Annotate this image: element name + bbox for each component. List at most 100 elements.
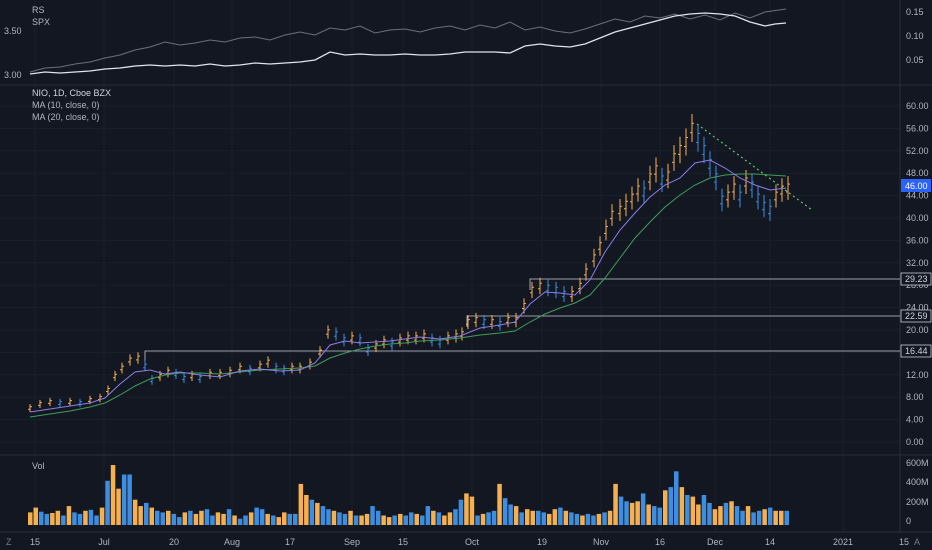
price-tick: 8.00 [906, 392, 924, 402]
time-tick: 20 [169, 537, 179, 547]
volume-bar [447, 512, 453, 525]
volume-bar [745, 506, 751, 525]
main-pane[interactable]: NIO, 1D, Cboe BZX MA (10, close, 0) MA (… [28, 88, 932, 447]
ma10-legend[interactable]: MA (10, close, 0) [32, 100, 100, 110]
volume-bar [420, 515, 425, 525]
level-line-29[interactable] [529, 278, 900, 290]
rs-right-tick: 0.15 [906, 7, 924, 17]
volume-bar [723, 502, 729, 525]
time-tick: Jul [98, 537, 110, 547]
volume-bar [558, 507, 563, 525]
time-tick: 17 [285, 537, 295, 547]
rs-legend-label[interactable]: RS [32, 5, 45, 15]
volume-bar [624, 501, 629, 525]
price-tick: 44.00 [906, 191, 929, 201]
volume-bar [39, 511, 44, 525]
volume-bar [657, 507, 662, 525]
volume-bar [265, 513, 270, 525]
price-tick: 48.00 [906, 168, 929, 178]
volume-bar [342, 513, 348, 525]
volume-bar [431, 510, 436, 525]
volume-bar [66, 506, 72, 525]
volume-bar [386, 517, 392, 525]
volume-bar [72, 512, 77, 525]
level-label-box [900, 309, 932, 323]
ma20-legend[interactable]: MA (20, close, 0) [32, 112, 100, 122]
level-label[interactable]: 22.59 [900, 309, 932, 323]
volume-bar [298, 483, 304, 525]
time-axis[interactable]: 15 Jul 20 Aug 17 Sep 15 Oct 19 Nov 16 Dec 14 2021 15 [30, 537, 909, 547]
level-label[interactable]: 16.44 [900, 344, 932, 358]
volume-bar [282, 512, 287, 525]
volume-legend[interactable]: Vol [32, 461, 45, 471]
level-label-text: 22.59 [905, 311, 928, 321]
volume-bar [237, 518, 243, 525]
rs-pane[interactable]: RS SPX 3.50 3.00 0.15 0.10 0.05 [4, 5, 924, 80]
time-tick: 14 [765, 537, 775, 547]
volume-bar [784, 510, 789, 525]
price-tick: 12.00 [906, 370, 929, 380]
spx-legend-label[interactable]: SPX [32, 17, 50, 27]
volume-bar [762, 509, 767, 525]
auto-scale-button[interactable]: A [914, 537, 920, 547]
volume-bar [254, 507, 259, 525]
time-tick: 2021 [833, 537, 853, 547]
volume-bar [144, 502, 149, 525]
volume-bar [701, 495, 707, 525]
level-label-text: 16.44 [905, 346, 928, 356]
volume-bar [536, 510, 541, 525]
volume-bar [519, 512, 524, 525]
volume-bar [287, 513, 292, 525]
price-tick: 60.00 [906, 101, 929, 111]
level-label-text: 29.23 [905, 274, 928, 284]
price-tick: 32.00 [906, 258, 929, 268]
time-tick: 15 [398, 537, 408, 547]
volume-bar [259, 509, 265, 525]
volume-bar [585, 513, 591, 525]
volume-bar [668, 487, 673, 525]
volume-bar [370, 506, 375, 525]
zoom-button[interactable]: Z [6, 537, 12, 547]
volume-bar [28, 512, 33, 525]
level-label[interactable]: 29.23 [900, 272, 932, 286]
volume-bar [248, 512, 254, 525]
spx-line [29, 8, 787, 73]
volume-bar [88, 509, 94, 525]
volume-bar [563, 510, 569, 525]
volume-bar [508, 504, 513, 525]
rs-right-tick: 0.05 [906, 55, 924, 65]
volume-bar [751, 512, 756, 525]
volume-bar [193, 513, 199, 525]
ma20-line [29, 173, 787, 418]
volume-bar [132, 499, 138, 525]
current-price-badge[interactable]: 46.00 [901, 179, 931, 192]
symbol-legend[interactable]: NIO, 1D, Cboe BZX [32, 88, 111, 98]
volume-bar [331, 510, 337, 525]
volume-bar [271, 515, 276, 525]
volume-bar [83, 510, 88, 525]
level-line-22[interactable] [466, 315, 900, 327]
volume-bar [105, 480, 110, 525]
price-tick: 40.00 [906, 213, 929, 223]
volume-bar [502, 498, 508, 525]
volume-bar [491, 510, 497, 525]
horizontal-levels [144, 278, 900, 363]
volume-bar [392, 515, 397, 525]
level-line-16[interactable] [144, 350, 900, 363]
volume-bar [464, 493, 469, 525]
volume-bar [210, 515, 215, 525]
volume-bar [635, 501, 640, 525]
price-tick: 56.00 [906, 123, 929, 133]
rs-left-tick: 3.50 [4, 26, 22, 36]
volume-bar [640, 493, 646, 525]
volume-bar [629, 502, 635, 525]
volume-bar [127, 474, 132, 525]
volume-bar [276, 517, 281, 525]
price-tick: 0.00 [906, 437, 924, 447]
volume-bar [116, 488, 121, 525]
trend-line[interactable] [696, 123, 813, 211]
volume-bar [779, 510, 784, 525]
volume-pane[interactable]: Vol 600M 400M 200M 0 [28, 458, 929, 526]
volume-bar [149, 507, 154, 525]
